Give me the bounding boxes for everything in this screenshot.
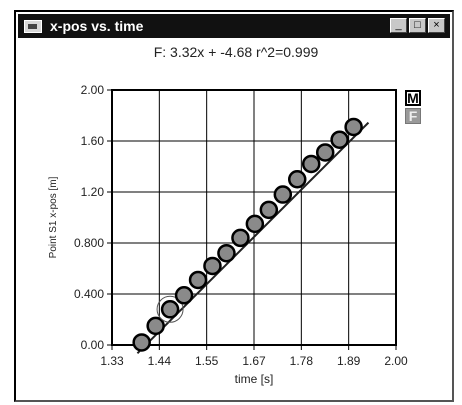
close-button[interactable]: ×: [428, 18, 445, 33]
selected-point-ring: [156, 295, 184, 323]
plot-window: x-pos vs. time _ □ × F: 3.32x + -4.68 r^…: [14, 10, 454, 402]
y-tick-label: 0.400: [74, 287, 104, 301]
minimize-button[interactable]: _: [390, 18, 407, 33]
y-axis-label: Point S1 x-pos [m]: [48, 176, 59, 258]
data-point[interactable]: [287, 170, 307, 189]
x-tick-label: 2.00: [384, 354, 408, 368]
data-point[interactable]: [273, 185, 293, 204]
data-point[interactable]: [301, 154, 321, 174]
tick-labels-layer: 1.33 1.44 1.55 1.67 1.78 1.89 2.00 0.00 0.400 0.8…: [74, 83, 408, 368]
data-point[interactable]: [259, 200, 279, 220]
x-tick-label: 1.55: [195, 354, 219, 368]
chart-area[interactable]: 1.33 1.44 1.55 1.67 1.78 1.89 2.00 0.00 0.400 0.8…: [16, 12, 456, 404]
fit-line-layer: [136, 121, 370, 355]
data-point[interactable]: [344, 117, 363, 137]
y-tick-label: 0.00: [81, 338, 105, 352]
x-tick-label: 1.78: [290, 354, 314, 368]
maximize-button[interactable]: □: [409, 18, 426, 33]
measure-mode-button[interactable]: M: [405, 90, 421, 106]
data-points-layer: [132, 117, 363, 352]
data-point[interactable]: [146, 316, 165, 336]
x-tick-label: 1.33: [100, 354, 124, 368]
data-point[interactable]: [231, 228, 250, 248]
window-title: x-pos vs. time: [50, 18, 144, 34]
fit-mode-button[interactable]: F: [405, 108, 421, 124]
y-tick-label: 0.800: [74, 236, 104, 250]
x-tick-label: 1.44: [148, 354, 172, 368]
data-point[interactable]: [160, 300, 180, 319]
data-point[interactable]: [330, 130, 349, 149]
data-point[interactable]: [315, 143, 335, 162]
x-tick-label: 1.67: [242, 354, 266, 368]
data-point[interactable]: [217, 243, 236, 263]
fit-line: [136, 121, 370, 355]
data-point[interactable]: [174, 286, 194, 305]
y-tick-label: 2.00: [81, 83, 105, 97]
y-tick-label: 1.60: [81, 134, 105, 148]
chart-title: F: 3.32x + -4.68 r^2=0.999: [153, 44, 319, 60]
data-point[interactable]: [132, 333, 151, 352]
data-point[interactable]: [203, 256, 222, 276]
data-point[interactable]: [188, 270, 208, 290]
y-tick-label: 1.20: [81, 185, 105, 199]
plot-border: [111, 89, 397, 346]
graph-window-icon[interactable]: [24, 20, 42, 33]
data-point[interactable]: [245, 214, 265, 234]
x-tick-label: 1.89: [337, 354, 361, 368]
window-titlebar[interactable]: x-pos vs. time _ □ ×: [18, 14, 450, 38]
x-axis-label: time [s]: [235, 372, 274, 386]
